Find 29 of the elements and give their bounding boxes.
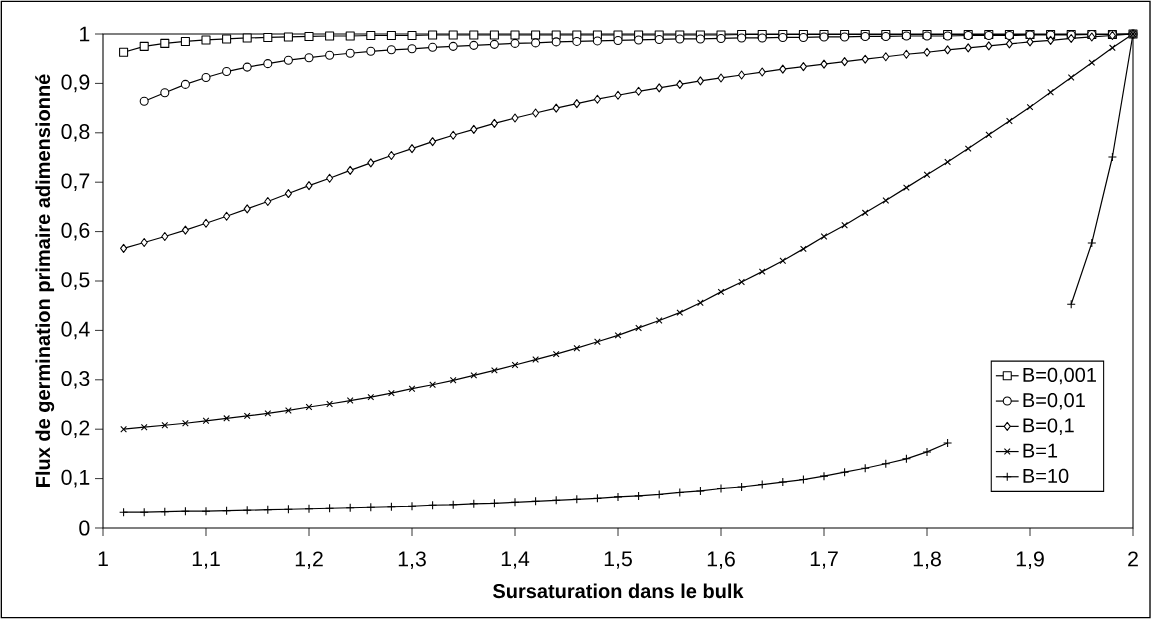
x-tick-label: 1,8 (913, 551, 941, 569)
y-tick-label: 0,2 (61, 420, 90, 438)
y-tick-label: 0 (79, 520, 90, 536)
y-tick-label: 0,6 (61, 222, 90, 241)
x-tick-label: 1,7 (810, 551, 838, 569)
x-tick-label: 1 (98, 551, 108, 567)
y-tick-label: 0,9 (61, 74, 90, 93)
y-tick-label: 0,7 (61, 173, 90, 191)
x-tick-label: 1,9 (1016, 551, 1044, 569)
legend-label: B=1 (1023, 443, 1058, 458)
legend-label: B=0,1 (1023, 418, 1074, 435)
legend-label: B=0,01 (1023, 393, 1085, 410)
y-tick-label: 1 (80, 26, 90, 42)
y-tick-label: 0,4 (61, 321, 90, 340)
x-tick-label: 1,5 (604, 551, 632, 569)
y-tick-label: 0,8 (61, 123, 90, 142)
x-tick-label: 1,3 (398, 551, 426, 569)
x-axis-title: Sursaturation dans le bulk (493, 583, 744, 599)
legend-label: B=10 (1023, 468, 1069, 483)
y-axis-title: Flux de germination primaire adimensionné (35, 74, 55, 487)
x-tick-label: 1,2 (295, 551, 323, 569)
legend-label: B=0,001 (1023, 367, 1096, 385)
x-tick-label: 1,1 (192, 551, 220, 569)
x-tick-label: 1,4 (501, 551, 530, 569)
x-tick-label: 2 (1128, 551, 1138, 567)
y-tick-label: 0,5 (61, 272, 90, 290)
x-tick-label: 1,6 (707, 551, 735, 569)
y-tick-label: 0,3 (61, 370, 90, 389)
y-tick-label: 0,1 (61, 469, 90, 488)
